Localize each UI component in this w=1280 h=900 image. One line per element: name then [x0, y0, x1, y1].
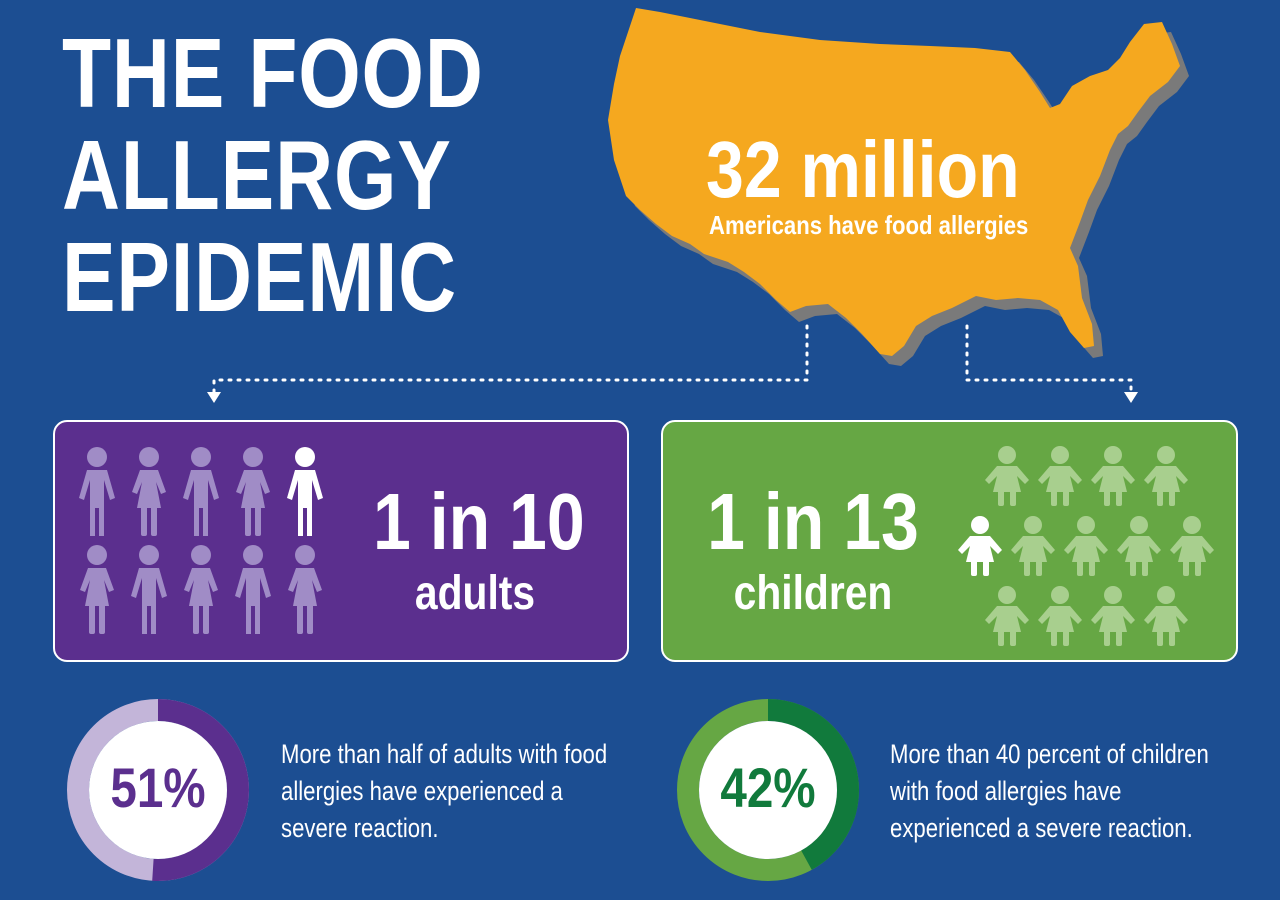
arrow-down-left-icon	[207, 392, 221, 403]
children-donut-fill	[677, 699, 859, 881]
child-icon	[1170, 516, 1214, 576]
child-icon	[985, 446, 1029, 506]
adults-percent: 51%	[110, 756, 206, 819]
person-icon	[131, 545, 167, 634]
child-icon	[1144, 446, 1188, 506]
person-icon	[235, 545, 271, 634]
child-icon	[1011, 516, 1055, 576]
usa-map-icon	[608, 8, 1189, 366]
person-icon	[79, 447, 115, 536]
children-ratio: 1 in 13	[707, 477, 919, 566]
headline-number: 32 million	[706, 125, 1020, 214]
adults-icon-grid	[79, 447, 323, 634]
person-icon	[236, 447, 270, 536]
title-line-2: ALLERGY	[62, 120, 452, 230]
children-donut-center	[699, 721, 837, 859]
adults-donut-fill	[67, 699, 249, 881]
usa-map-graphic	[207, 8, 1189, 403]
adults-stat-text: More than half of adults with food aller…	[281, 739, 608, 843]
children-donut	[677, 699, 859, 881]
connector-lines	[212, 324, 1133, 394]
child-icon	[1038, 586, 1082, 646]
children-panel: 1 in 13 children	[661, 420, 1238, 662]
children-icon-grid	[958, 446, 1214, 646]
adults-panel: 1 in 10 adults	[53, 420, 629, 662]
children-percent: 42%	[720, 756, 816, 819]
title-line-3: EPIDEMIC	[62, 222, 458, 332]
children-label: children	[733, 567, 893, 620]
person-icon	[80, 545, 114, 634]
child-icon	[1117, 516, 1161, 576]
adults-ratio: 1 in 10	[373, 477, 585, 566]
child-icon-highlighted	[958, 516, 1002, 576]
children-stat-text: More than 40 percent of children with fo…	[890, 739, 1209, 843]
child-icon	[1038, 446, 1082, 506]
person-icon	[183, 447, 219, 536]
child-icon	[1064, 516, 1108, 576]
page-title: THE FOOD ALLERGY EPIDEMIC	[62, 22, 484, 328]
child-icon	[1091, 446, 1135, 506]
adults-label: adults	[414, 567, 536, 620]
person-icon	[288, 545, 322, 634]
child-icon	[985, 586, 1029, 646]
person-icon	[132, 447, 166, 536]
person-icon	[184, 545, 218, 634]
adults-donut	[67, 699, 249, 881]
child-icon	[1091, 586, 1135, 646]
child-icon	[1144, 586, 1188, 646]
adults-donut-center	[89, 721, 227, 859]
headline-caption: Americans have food allergies	[709, 210, 1029, 240]
title-line-1: THE FOOD	[62, 18, 484, 128]
person-icon-highlighted	[287, 447, 323, 536]
arrow-down-right-icon	[1124, 392, 1138, 403]
